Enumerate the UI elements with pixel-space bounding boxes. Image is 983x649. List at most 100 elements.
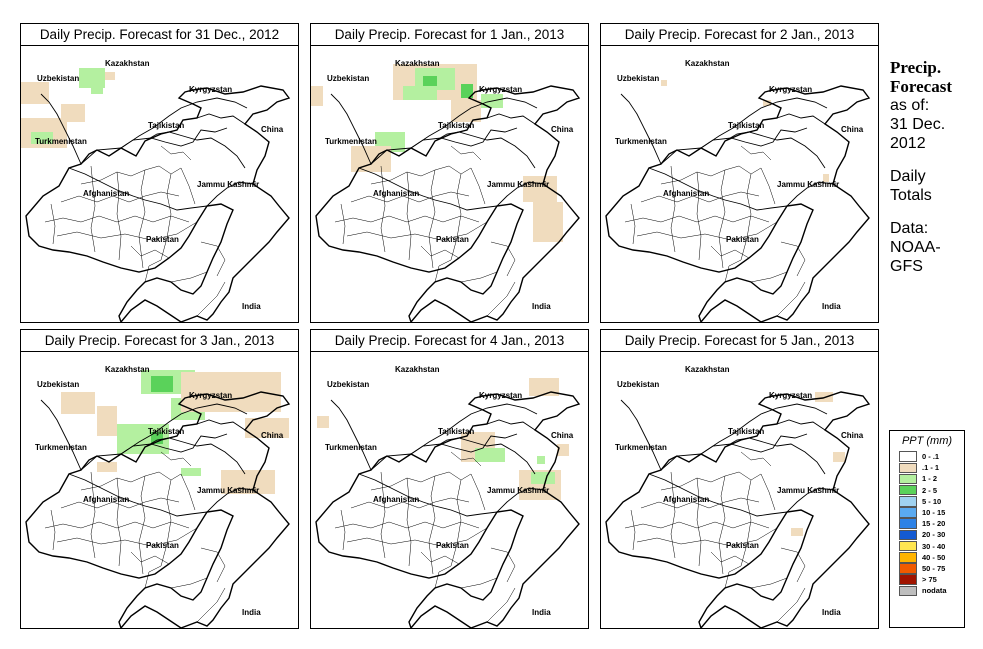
- precip-region: [317, 416, 329, 428]
- legend-swatch: [899, 563, 917, 574]
- map-label-kyrgyzstan: Kyrgyzstan: [769, 391, 812, 400]
- legend-swatch: [899, 585, 917, 597]
- map-label-kyrgyzstan: Kyrgyzstan: [769, 85, 812, 94]
- province-boundary: [450, 451, 482, 467]
- precip-map: Kazakhstan Uzbekistan Kyrgyzstan Tajikistan…: [315, 365, 581, 628]
- map-label-pakistan: Pakistan: [436, 541, 469, 550]
- legend-swatch: [899, 484, 917, 496]
- province-boundary: [170, 577, 208, 589]
- map-label-tajikistan: Tajikistan: [148, 121, 184, 130]
- map-label-china: China: [261, 125, 284, 134]
- province-boundary: [640, 497, 760, 509]
- precip-region: [531, 472, 555, 484]
- province-boundary: [724, 259, 742, 283]
- country-border: [700, 127, 808, 149]
- precip-region: [351, 146, 391, 172]
- legend-label: 1 - 2: [922, 474, 938, 484]
- map-label-turkmenistan: Turkmenistan: [325, 137, 377, 146]
- legend-swatch: [899, 496, 917, 507]
- province-boundary: [710, 245, 750, 259]
- province-boundary: [130, 551, 170, 565]
- province-boundary: [346, 527, 488, 547]
- legend-label: 20 - 30: [922, 530, 946, 540]
- asof-line2: 31 Dec.: [890, 116, 946, 133]
- legend-item: 5 - 10: [890, 496, 964, 507]
- country-border: [620, 93, 662, 165]
- precip-region: [537, 456, 545, 464]
- country-border: [648, 473, 788, 517]
- country-border: [486, 419, 536, 431]
- map-label-kyrgyzstan: Kyrgyzstan: [479, 391, 522, 400]
- province-boundary: [180, 473, 196, 511]
- province-boundary: [470, 473, 486, 511]
- precip-region: [221, 470, 275, 494]
- legend-title: PPT (mm): [901, 435, 953, 447]
- map-label-pakistan: Pakistan: [146, 235, 179, 244]
- country-border: [660, 97, 828, 165]
- country-border: [358, 473, 498, 517]
- province-boundary: [56, 527, 198, 547]
- map-label-uzbekistan: Uzbekistan: [327, 380, 369, 389]
- province-boundary: [160, 145, 192, 161]
- province-boundary: [130, 245, 170, 259]
- province-boundary: [50, 509, 56, 551]
- map-label-turkmenistan: Turkmenistan: [35, 443, 87, 452]
- map-label-uzbekistan: Uzbekistan: [37, 74, 79, 83]
- province-boundary: [80, 471, 182, 491]
- province-boundary: [60, 497, 180, 509]
- legend-label: 15 - 20: [922, 519, 946, 529]
- legend-item: 20 - 30: [890, 529, 964, 541]
- province-boundary: [776, 587, 806, 623]
- province-boundary: [630, 509, 636, 551]
- panel-title: Daily Precip. Forecast for 1 Jan., 2013: [311, 24, 588, 46]
- province-boundary: [780, 547, 806, 583]
- province-boundary: [490, 547, 516, 583]
- map-label-uzbekistan: Uzbekistan: [617, 74, 659, 83]
- province-boundary: [160, 451, 192, 467]
- map-label-pakistan: Pakistan: [436, 235, 469, 244]
- panel-title: Daily Precip. Forecast for 31 Dec., 2012: [21, 24, 298, 46]
- country-border: [196, 419, 246, 431]
- province-boundary: [80, 165, 182, 185]
- map-label-china: China: [841, 431, 864, 440]
- province-boundary: [56, 221, 198, 241]
- precip-region: [557, 444, 569, 456]
- forecast-panel-jan5: Daily Precip. Forecast for 5 Jan., 2013 …: [600, 329, 879, 629]
- precip-region: [661, 80, 667, 86]
- precip-map: Kazakhstan Uzbekistan Kyrgyzstan Tajikistan…: [21, 59, 291, 322]
- precip-region: [97, 462, 117, 472]
- country-border: [370, 97, 538, 165]
- province-boundary: [160, 479, 172, 567]
- country-border: [330, 399, 372, 471]
- legend-item: 2 - 5: [890, 484, 964, 496]
- country-border: [40, 93, 82, 165]
- legend-item: 30 - 40: [890, 540, 964, 552]
- map-label-turkmenistan: Turkmenistan: [35, 137, 87, 146]
- daily-line1: Daily: [890, 168, 926, 185]
- province-boundary: [200, 547, 226, 583]
- precip-region: [245, 418, 289, 438]
- province-boundary: [200, 241, 226, 277]
- province-boundary: [718, 475, 726, 575]
- province-boundary: [138, 169, 146, 269]
- province-boundary: [640, 191, 760, 203]
- province-boundary: [776, 281, 806, 317]
- legend-label: 5 - 10: [922, 496, 942, 506]
- map-label-pakistan: Pakistan: [146, 541, 179, 550]
- province-boundary: [624, 521, 770, 529]
- side-info: Precip. Forecast as of: 31 Dec. 2012 Dai…: [890, 58, 980, 276]
- side-title-line1: Precip.: [890, 58, 942, 77]
- province-boundary: [346, 221, 488, 241]
- map-label-china: China: [551, 431, 574, 440]
- country-border: [68, 473, 208, 517]
- province-boundary: [710, 551, 750, 565]
- map-label-afghanistan: Afghanistan: [373, 189, 419, 198]
- country-border: [660, 403, 828, 471]
- precip-region: [423, 76, 437, 86]
- country-border: [648, 167, 788, 211]
- province-boundary: [450, 479, 462, 567]
- province-boundary: [624, 215, 770, 223]
- province-boundary: [144, 259, 162, 283]
- forecast-panel-jan1: Daily Precip. Forecast for 1 Jan., 2013 …: [310, 23, 589, 323]
